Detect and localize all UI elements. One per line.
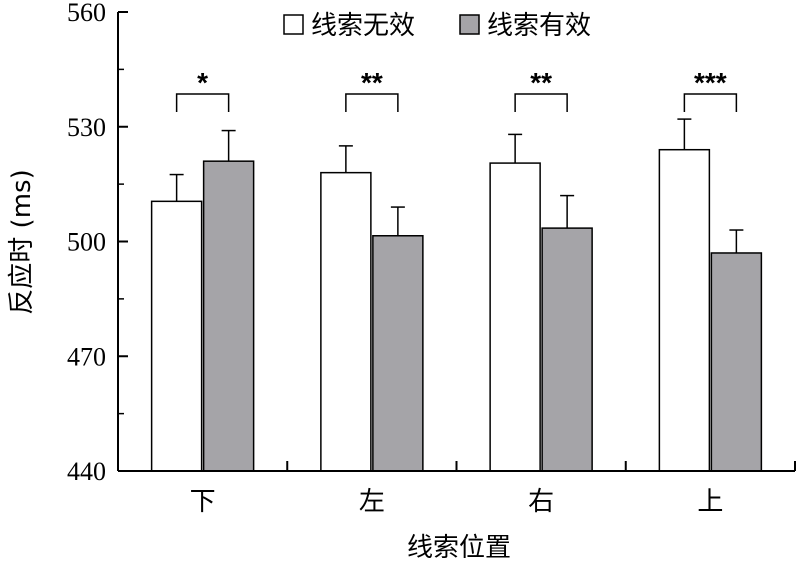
legend-label-1: 线索有效 <box>487 11 591 41</box>
y-tick-label: 530 <box>67 113 106 142</box>
bar-invalid <box>489 162 541 472</box>
bar-invalid <box>150 200 203 472</box>
legend-swatch-1 <box>459 14 480 35</box>
bar-valid <box>372 235 424 472</box>
significance-label: * <box>197 67 208 98</box>
bar-invalid <box>320 171 372 472</box>
bar-valid <box>202 160 255 472</box>
significance-label: ** <box>361 67 383 98</box>
significance-bracket <box>683 93 738 112</box>
legend-swatch-0 <box>283 14 304 35</box>
significance-label: ** <box>530 67 552 98</box>
significance-bracket <box>514 93 568 112</box>
significance-bracket <box>345 93 399 112</box>
y-tick-label: 560 <box>67 0 106 27</box>
significance-bracket <box>175 93 230 112</box>
bar-valid <box>710 252 763 472</box>
y-axis: 440 470 500 530 560 <box>67 0 128 486</box>
x-tick-label: 左 <box>359 487 385 517</box>
legend-label-0: 线索无效 <box>311 11 415 41</box>
x-tick-label: 右 <box>528 487 554 517</box>
x-tick-label: 下 <box>190 487 216 517</box>
legend: 线索无效 线索有效 <box>283 11 591 41</box>
bar-invalid <box>658 148 711 472</box>
x-tick-label: 上 <box>697 487 723 517</box>
plot-area: * ** ** *** <box>150 67 763 472</box>
y-tick-label: 500 <box>67 228 106 257</box>
y-tick-label: 470 <box>67 342 106 371</box>
x-axis: 下左右上 <box>118 461 796 517</box>
y-axis-title: 反应时 (ms) <box>7 169 37 314</box>
y-tick-label: 440 <box>67 457 106 486</box>
bar-valid <box>541 227 593 472</box>
significance-label: *** <box>694 67 727 98</box>
x-axis-title: 线索位置 <box>407 533 511 563</box>
